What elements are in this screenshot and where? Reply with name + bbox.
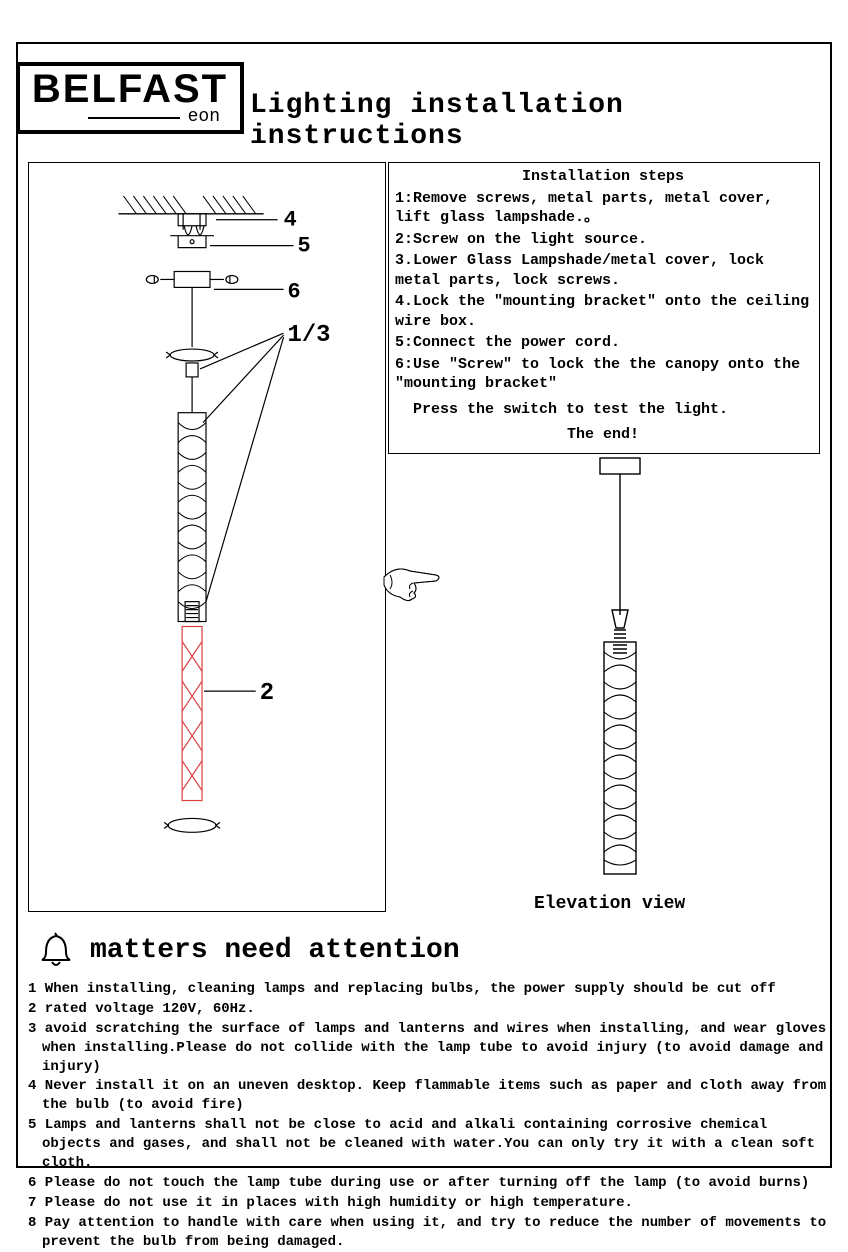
step-item: 3.Lower Glass Lampshade/metal cover, loc… [395, 251, 811, 290]
attention-item: 7 Please do not use it in places with hi… [28, 1194, 828, 1213]
attention-item: 5 Lamps and lanterns shall not be close … [28, 1116, 828, 1173]
callout-6: 6 [288, 279, 301, 304]
logo-text: BELFAST [32, 69, 228, 109]
attention-item: 4 Never install it on an uneven desktop.… [28, 1077, 828, 1115]
attention-heading: matters need attention [90, 935, 460, 966]
step-press: Press the switch to test the light. [413, 400, 811, 420]
page-title: Lighting installation instructions [250, 90, 848, 152]
steps-heading: Installation steps [395, 167, 811, 187]
attention-item: 3 avoid scratching the surface of lamps … [28, 1020, 828, 1077]
step-item: 2:Screw on the light source. [395, 230, 811, 250]
step-item: 4.Lock the "mounting bracket" onto the c… [395, 292, 811, 331]
brand-logo: BELFAST eon [16, 62, 244, 134]
installation-steps-box: Installation steps 1:Remove screws, meta… [388, 162, 820, 454]
callout-13: 1/3 [288, 322, 331, 349]
bell-icon [36, 930, 76, 970]
step-end: The end! [395, 425, 811, 445]
elevation-label: Elevation view [534, 894, 685, 914]
logo-subtext: eon [188, 107, 220, 127]
exploded-diagram: 4 5 6 1/3 2 [28, 162, 386, 912]
attention-item: 6 Please do not touch the lamp tube duri… [28, 1174, 828, 1193]
attention-item: 2 rated voltage 120V, 60Hz. [28, 1000, 828, 1019]
step-item: 6:Use "Screw" to lock the the canopy ont… [395, 355, 811, 394]
callout-2: 2 [260, 680, 274, 707]
attention-item: 1 When installing, cleaning lamps and re… [28, 980, 828, 999]
attention-list: 1 When installing, cleaning lamps and re… [28, 980, 828, 1252]
pointing-hand-icon [380, 555, 446, 605]
step-item: 5:Connect the power cord. [395, 333, 811, 353]
attention-header: matters need attention [36, 930, 460, 970]
attention-item: 8 Pay attention to handle with care when… [28, 1214, 828, 1252]
callout-5: 5 [297, 234, 310, 259]
step-item: 1:Remove screws, metal parts, metal cove… [395, 189, 811, 228]
elevation-view-diagram [500, 450, 740, 890]
callout-4: 4 [284, 208, 297, 233]
